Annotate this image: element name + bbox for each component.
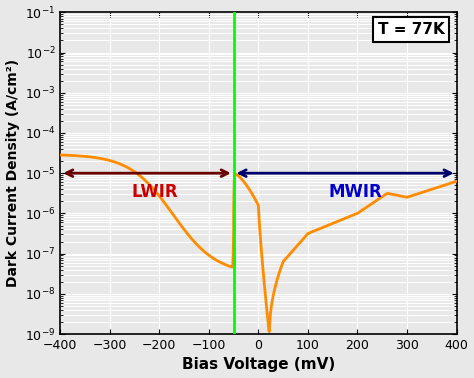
Text: LWIR: LWIR: [131, 183, 178, 200]
Text: T = 77K: T = 77K: [378, 22, 445, 37]
X-axis label: Bias Voltage (mV): Bias Voltage (mV): [182, 358, 335, 372]
Text: MWIR: MWIR: [328, 183, 382, 200]
Y-axis label: Dark Current Density (A/cm²): Dark Current Density (A/cm²): [6, 59, 19, 287]
